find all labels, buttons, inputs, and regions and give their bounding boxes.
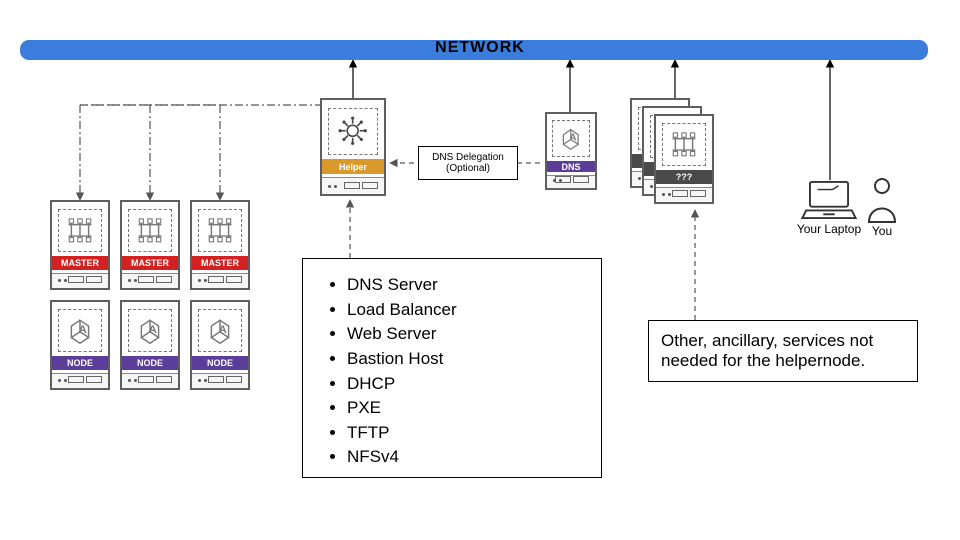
- server-foot: [192, 273, 248, 288]
- svg-text:A: A: [570, 133, 577, 144]
- helper-service-item: Web Server: [347, 322, 593, 347]
- unknown-server: ???: [654, 114, 714, 204]
- network-label: NETWORK: [0, 39, 960, 57]
- server-chip-icon: A: [198, 309, 243, 352]
- server-role-strip: Helper: [322, 159, 384, 174]
- svg-text:A: A: [149, 324, 157, 336]
- helper-server: Helper: [320, 98, 386, 196]
- dns-server: A DNS: [545, 112, 597, 190]
- unknown-servers-stack: ??? ???: [630, 98, 720, 208]
- server-chip-icon: [198, 209, 243, 252]
- dashdot-connectors: [80, 105, 323, 200]
- helper-services-box: DNS ServerLoad BalancerWeb ServerBastion…: [302, 258, 602, 478]
- node-server: A NODE: [120, 300, 180, 390]
- server-chip-icon: [328, 108, 378, 155]
- server-foot: [547, 175, 595, 188]
- node-server: A NODE: [190, 300, 250, 390]
- node-server: A NODE: [50, 300, 110, 390]
- master-server: MASTER: [120, 200, 180, 290]
- server-role-strip: ???: [656, 170, 712, 184]
- svg-text:A: A: [79, 324, 87, 336]
- server-chip-icon: [58, 209, 103, 252]
- server-role-strip: MASTER: [52, 256, 108, 270]
- helper-service-item: Bastion Host: [347, 347, 593, 372]
- svg-text:A: A: [219, 324, 227, 336]
- laptop-icon: [800, 180, 858, 220]
- server-foot: [52, 373, 108, 388]
- helper-service-item: Load Balancer: [347, 298, 593, 323]
- helper-service-item: DHCP: [347, 372, 593, 397]
- laptop-label: Your Laptop: [792, 222, 866, 236]
- dns-delegation-box: DNS Delegation (Optional): [418, 146, 518, 180]
- helper-service-item: NFSv4: [347, 445, 593, 470]
- server-foot: [52, 273, 108, 288]
- server-role-strip: NODE: [122, 356, 178, 370]
- server-chip-icon: [662, 123, 707, 166]
- server-foot: [322, 177, 384, 194]
- server-role-strip: NODE: [52, 356, 108, 370]
- master-server: MASTER: [190, 200, 250, 290]
- helper-service-item: TFTP: [347, 421, 593, 446]
- helper-service-item: DNS Server: [347, 273, 593, 298]
- dns-delegation-line1: DNS Delegation: [432, 152, 504, 163]
- person-label: You: [861, 224, 903, 238]
- dns-delegation-line2: (Optional): [446, 163, 490, 174]
- server-foot: [656, 187, 712, 202]
- master-server: MASTER: [50, 200, 110, 290]
- ancillary-services-text: Other, ancillary, services not needed fo…: [649, 321, 917, 381]
- server-foot: [122, 373, 178, 388]
- server-foot: [122, 273, 178, 288]
- server-role-strip: MASTER: [192, 256, 248, 270]
- server-chip-icon: A: [552, 120, 590, 157]
- server-chip-icon: A: [128, 309, 173, 352]
- server-foot: [192, 373, 248, 388]
- server-role-strip: MASTER: [122, 256, 178, 270]
- server-role-strip: DNS: [547, 161, 595, 173]
- server-role-strip: NODE: [192, 356, 248, 370]
- ancillary-services-box: Other, ancillary, services not needed fo…: [648, 320, 918, 382]
- diagram-stage: NETWORK DNS Delegation (Optional) DNS Se…: [0, 0, 960, 540]
- server-chip-icon: A: [58, 309, 103, 352]
- server-chip-icon: [128, 209, 173, 252]
- helper-service-item: PXE: [347, 396, 593, 421]
- helper-services-list: DNS ServerLoad BalancerWeb ServerBastion…: [311, 273, 593, 470]
- person-icon: [865, 176, 899, 224]
